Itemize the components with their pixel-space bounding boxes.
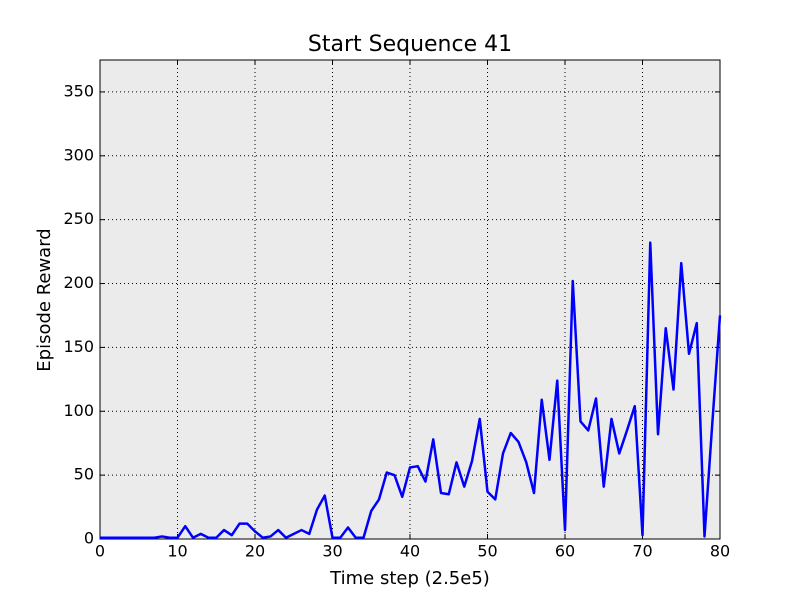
y-tick-label: 0 — [84, 529, 94, 548]
y-tick-label: 250 — [63, 209, 94, 228]
x-tick-label: 0 — [95, 542, 105, 561]
data-line — [100, 241, 722, 539]
x-tick-label: 60 — [555, 542, 575, 561]
plot-area — [100, 60, 720, 539]
x-tick-label: 50 — [477, 542, 497, 561]
y-tick-label: 300 — [63, 145, 94, 164]
y-tick-label: 100 — [63, 401, 94, 420]
plot-frame — [99, 59, 721, 540]
x-tick-label: 40 — [400, 542, 420, 561]
chart-title: Start Sequence 41 — [308, 32, 512, 57]
y-tick-label: 50 — [74, 465, 94, 484]
x-tick-label: 30 — [322, 542, 342, 561]
y-axis-label: Episode Reward — [34, 228, 55, 371]
y-tick-label: 150 — [63, 337, 94, 356]
x-tick-label: 20 — [245, 542, 265, 561]
x-tick-label: 80 — [710, 542, 730, 561]
x-tick-label: 70 — [632, 542, 652, 561]
x-axis-label: Time step (2.5e5) — [329, 568, 490, 589]
x-tick-label: 10 — [167, 542, 187, 561]
y-tick-label: 350 — [63, 81, 94, 100]
y-tick-label: 200 — [63, 273, 94, 292]
